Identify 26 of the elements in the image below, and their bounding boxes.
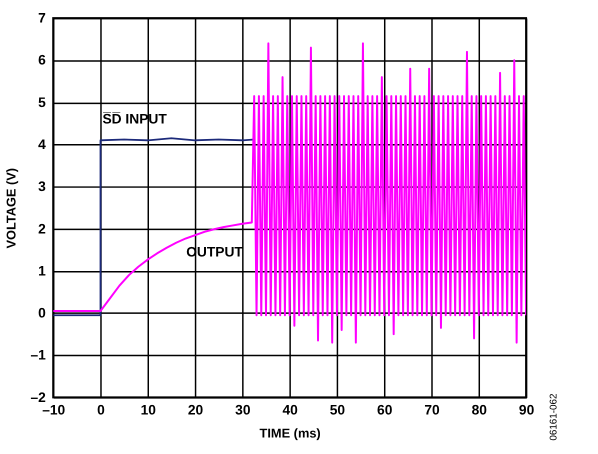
y-axis-title: VOLTAGE (V) — [4, 168, 19, 249]
y-tick-label: 0 — [38, 306, 46, 321]
x-tick-label: 60 — [377, 402, 393, 418]
y-tick-label: 4 — [38, 136, 46, 152]
x-tick-label: 10 — [140, 402, 156, 418]
x-tick-label: 90 — [518, 402, 535, 418]
x-tick-label: –10 — [42, 402, 66, 418]
x-tick-label: 50 — [330, 402, 346, 418]
x-tick-label: 40 — [282, 402, 298, 418]
line-series — [53, 137, 256, 316]
x-axis-title: TIME (ms) — [260, 425, 321, 440]
y-tick-label: 1 — [38, 263, 46, 278]
y-tick-label: –1 — [30, 348, 46, 363]
y-tick-label: 6 — [38, 52, 46, 68]
y-tick-label: 5 — [38, 94, 46, 110]
x-tick-label: 30 — [235, 402, 251, 418]
y-tick-label: 3 — [38, 179, 46, 194]
y-tick-label: 7 — [38, 10, 46, 26]
x-tick-label: 20 — [188, 402, 204, 418]
text: 06161-062 — [548, 394, 560, 441]
line-series — [53, 42, 526, 344]
x-tick-label: 70 — [424, 402, 440, 418]
y-tick-label: 2 — [38, 221, 46, 236]
x-tick-label: 80 — [472, 402, 488, 418]
y-tick-label: –2 — [30, 390, 46, 405]
x-tick-label: 0 — [97, 402, 106, 418]
